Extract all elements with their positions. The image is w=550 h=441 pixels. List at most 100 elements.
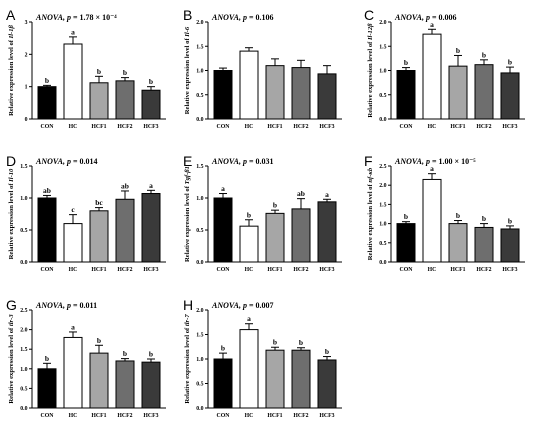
bar-hcf2 (115, 80, 135, 120)
panel-h: H ANOVA, p = 0.007 Relative expression lev… (183, 297, 342, 419)
y-tick-label: 2.0 (379, 183, 386, 189)
bar-hcf2 (291, 208, 311, 263)
x-tick-label: HCF1 (450, 267, 465, 273)
y-axis-label: Relative expression level of tlr-3 (8, 314, 15, 404)
x-tick-label: HCF1 (267, 267, 282, 273)
title-value: = 1.00 × 10⁻⁵ (430, 157, 476, 166)
bar-hcf3 (141, 89, 161, 120)
title-prefix: ANOVA, (35, 13, 67, 22)
significance-letter: b (456, 211, 460, 220)
y-tick-label: 1.5 (379, 44, 386, 50)
bar-hcf2 (474, 64, 494, 120)
panel-title: ANOVA, p = 0.031 (211, 157, 274, 166)
bar-hcf1 (89, 82, 109, 120)
significance-letter: b (97, 67, 101, 76)
y-tick-label: 0.5 (379, 93, 386, 99)
x-tick-label: HCF2 (293, 124, 308, 130)
y-tick-label: 2.5 (379, 164, 386, 170)
ylabel-prefix: Relative expression level of (184, 37, 191, 115)
x-tick-label: HC (69, 124, 78, 130)
panel-a: A ANOVA, p = 1.78 × 10⁻⁴ Relative expressi… (6, 7, 166, 130)
x-tick-label: HCF2 (117, 267, 132, 273)
bar-hc (63, 43, 83, 120)
bar-hcf2 (291, 67, 311, 120)
y-tick-label: 1 (25, 85, 28, 91)
x-tick-label: CON (217, 124, 231, 130)
significance-letter: a (149, 181, 153, 190)
panel-title: ANOVA, p = 0.106 (211, 13, 274, 22)
panel-title: ANOVA, p = 1.00 × 10⁻⁵ (394, 157, 476, 166)
x-tick-label: HCF3 (319, 413, 334, 419)
bar-con (37, 86, 57, 120)
y-tick-label: 1.0 (379, 222, 386, 228)
title-p: p (425, 13, 430, 22)
panel-label: H (183, 297, 193, 313)
bar-hc (63, 336, 83, 409)
x-tick-label: HCF3 (502, 267, 517, 273)
bar-hcf3 (500, 228, 520, 263)
x-tick-label: CON (41, 124, 55, 130)
bar-hcf1 (448, 223, 468, 263)
bar-hcf3 (317, 201, 337, 263)
significance-letter: b (299, 338, 303, 347)
y-tick-label: 1.0 (196, 357, 203, 363)
bar-con (213, 70, 233, 120)
y-axis-label: Relative expression level of tlr-7 (184, 314, 191, 404)
y-tick-label: 1.0 (196, 69, 203, 75)
ylabel-prefix: Relative expression level of (8, 182, 15, 260)
panel-label: A (6, 7, 16, 23)
y-tick-label: 0.0 (379, 117, 386, 123)
x-tick-label: CON (217, 413, 231, 419)
y-tick-label: 2.0 (196, 308, 203, 314)
panel-c: C ANOVA, p = 0.006 Relative expression lev… (364, 7, 525, 130)
y-tick-label: 1.5 (196, 164, 203, 170)
y-tick-label: 0 (25, 117, 28, 123)
significance-letter: b (45, 76, 49, 85)
title-prefix: ANOVA, (394, 157, 426, 166)
title-value: = 0.106 (247, 13, 274, 22)
x-tick-label: HCF3 (143, 124, 158, 130)
panel-label: G (6, 297, 17, 313)
x-tick-label: HCF2 (293, 413, 308, 419)
panel-label: C (364, 7, 374, 23)
significance-letter: b (123, 68, 127, 77)
panel-d: D ANOVA, p = 0.014 Relative expression lev… (6, 153, 166, 273)
significance-letter: b (456, 46, 460, 55)
panel-title: ANOVA, p = 0.006 (394, 13, 457, 22)
y-axis-label: Relative expression level of Il-1β (8, 24, 15, 115)
ylabel-gene: tlr-3 (8, 314, 15, 326)
panel-label: E (183, 153, 192, 169)
bar-hcf1 (265, 65, 285, 120)
panel-title: ANOVA, p = 0.007 (211, 301, 274, 310)
y-tick-label: 0.0 (379, 260, 386, 266)
x-tick-label: HCF3 (319, 124, 334, 130)
x-tick-label: HC (69, 413, 78, 419)
y-tick-label: 0.0 (20, 406, 27, 412)
x-tick-label: HCF1 (91, 124, 106, 130)
ylabel-prefix: Relative expression level of (367, 183, 374, 261)
title-p: p (242, 157, 247, 166)
x-tick-label: HCF2 (293, 267, 308, 273)
significance-letter: a (221, 184, 225, 193)
bar-hcf2 (115, 360, 135, 409)
x-tick-label: HC (245, 124, 254, 130)
significance-letter: ab (43, 186, 51, 195)
bar-hcf1 (265, 349, 285, 409)
bar-con (396, 70, 416, 120)
y-tick-label: 2.5 (20, 308, 27, 314)
x-tick-label: HCF3 (143, 267, 158, 273)
bar-hc (422, 33, 442, 120)
y-tick-label: 2.0 (379, 20, 386, 26)
x-tick-label: HCF2 (117, 413, 132, 419)
panel-title: ANOVA, p = 0.011 (35, 301, 97, 310)
significance-letter: c (71, 205, 75, 214)
bar-hcf3 (317, 73, 337, 120)
x-tick-label: HCF1 (91, 413, 106, 419)
x-tick-label: HCF2 (117, 124, 132, 130)
x-tick-label: HCF1 (267, 413, 282, 419)
y-axis-label: Relative expression level of Il-12β (367, 23, 374, 118)
y-tick-label: 0.0 (196, 260, 203, 266)
y-tick-label: 0.5 (20, 228, 27, 234)
y-tick-label: 1.0 (379, 69, 386, 75)
